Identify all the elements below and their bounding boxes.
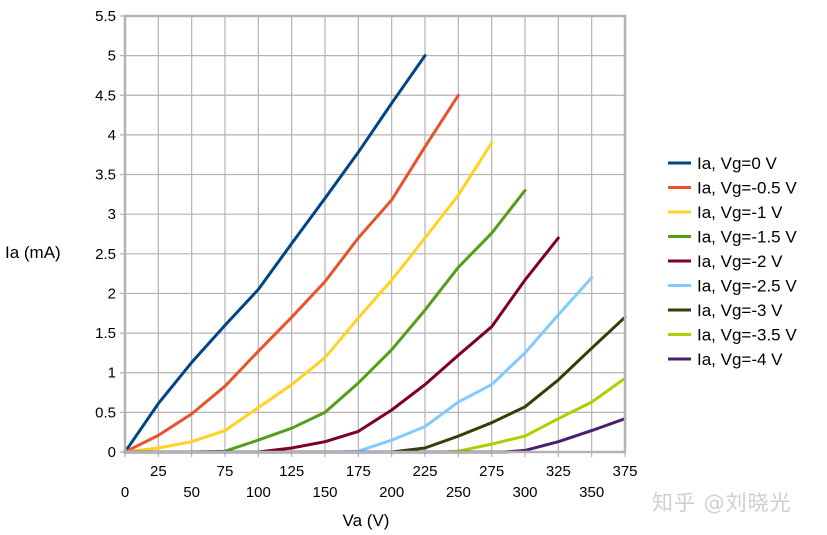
legend-label: Ia, Vg=-1.5 V: [697, 228, 797, 247]
legend-item: Ia, Vg=-2.5 V: [668, 277, 797, 296]
x-tick-label: 25: [150, 463, 167, 480]
y-tick-label: 3: [108, 206, 116, 223]
legend-label: Ia, Vg=-0.5 V: [697, 179, 797, 198]
y-tick-label: 4.5: [95, 87, 116, 104]
y-tick-label: 2.5: [95, 246, 116, 263]
x-tick-label: 125: [279, 463, 304, 480]
legend-label: Ia, Vg=-2 V: [697, 252, 783, 271]
x-tick-label: 300: [512, 484, 537, 501]
y-tick-label: 0.5: [95, 404, 116, 421]
plot-frame: [123, 14, 627, 454]
y-tick-label: 2: [108, 285, 116, 302]
y-axis-title: Ia (mA): [5, 243, 61, 262]
x-tick-label: 250: [446, 484, 471, 501]
legend-item: Ia, Vg=-3 V: [668, 301, 783, 320]
series-line: [123, 376, 627, 454]
x-tick-label: 150: [312, 484, 337, 501]
series-line: [123, 236, 560, 454]
x-tick-label: 350: [579, 484, 604, 501]
series-line: [123, 141, 494, 454]
y-tick-label: 4: [108, 127, 116, 144]
legend-label: Ia, Vg=-4 V: [697, 350, 783, 369]
legend-item: Ia, Vg=-4 V: [668, 350, 783, 369]
series-line: [123, 93, 460, 454]
legend-label: Ia, Vg=-3 V: [697, 301, 783, 320]
x-tick-label: 325: [546, 463, 571, 480]
x-axis-title: Va (V): [343, 511, 390, 530]
legend-label: Ia, Vg=-3.5 V: [697, 326, 797, 345]
grid-lines: [120, 15, 626, 457]
y-tick-label: 3.5: [95, 167, 116, 184]
legend-item: Ia, Vg=0 V: [668, 154, 778, 173]
x-tick-label: 0: [121, 484, 129, 501]
x-tick-label: 225: [412, 463, 437, 480]
y-tick-label: 5: [108, 48, 116, 65]
series-line: [123, 315, 627, 454]
series-line: [123, 54, 427, 454]
y-tick-label: 1: [108, 365, 116, 382]
x-tick-label: 100: [246, 484, 271, 501]
legend-label: Ia, Vg=0 V: [697, 154, 778, 173]
data-series: [123, 54, 627, 454]
y-tick-label: 0: [108, 444, 116, 461]
x-tick-label: 275: [479, 463, 504, 480]
x-tick-label: 50: [183, 484, 200, 501]
x-tick-label: 175: [346, 463, 371, 480]
legend-item: Ia, Vg=-1.5 V: [668, 228, 797, 247]
legend-item: Ia, Vg=-2 V: [668, 252, 783, 271]
y-tick-label: 1.5: [95, 325, 116, 342]
x-axis-ticks: 0 25 50 75 100 125 150 175 200 225 250 275 300 325 350…: [121, 463, 638, 501]
y-tick-label: 5.5: [95, 8, 116, 25]
y-axis-ticks: 0 0.5 1 1.5 2 2.5 3 3.5 4 4.5 5 5.5: [95, 8, 116, 461]
legend-item: Ia, Vg=-1 V: [668, 203, 783, 222]
x-tick-label: 200: [379, 484, 404, 501]
watermark: 知乎 @刘晓光: [652, 491, 792, 515]
legend-item: Ia, Vg=-0.5 V: [668, 179, 797, 198]
x-tick-label: 375: [612, 463, 637, 480]
legend-label: Ia, Vg=-2.5 V: [697, 277, 797, 296]
legend-label: Ia, Vg=-1 V: [697, 203, 783, 222]
legend: Ia, Vg=0 V Ia, Vg=-0.5 V Ia, Vg=-1 V Ia, Vg…: [668, 154, 797, 369]
x-tick-label: 75: [217, 463, 234, 480]
legend-item: Ia, Vg=-3.5 V: [668, 326, 797, 345]
